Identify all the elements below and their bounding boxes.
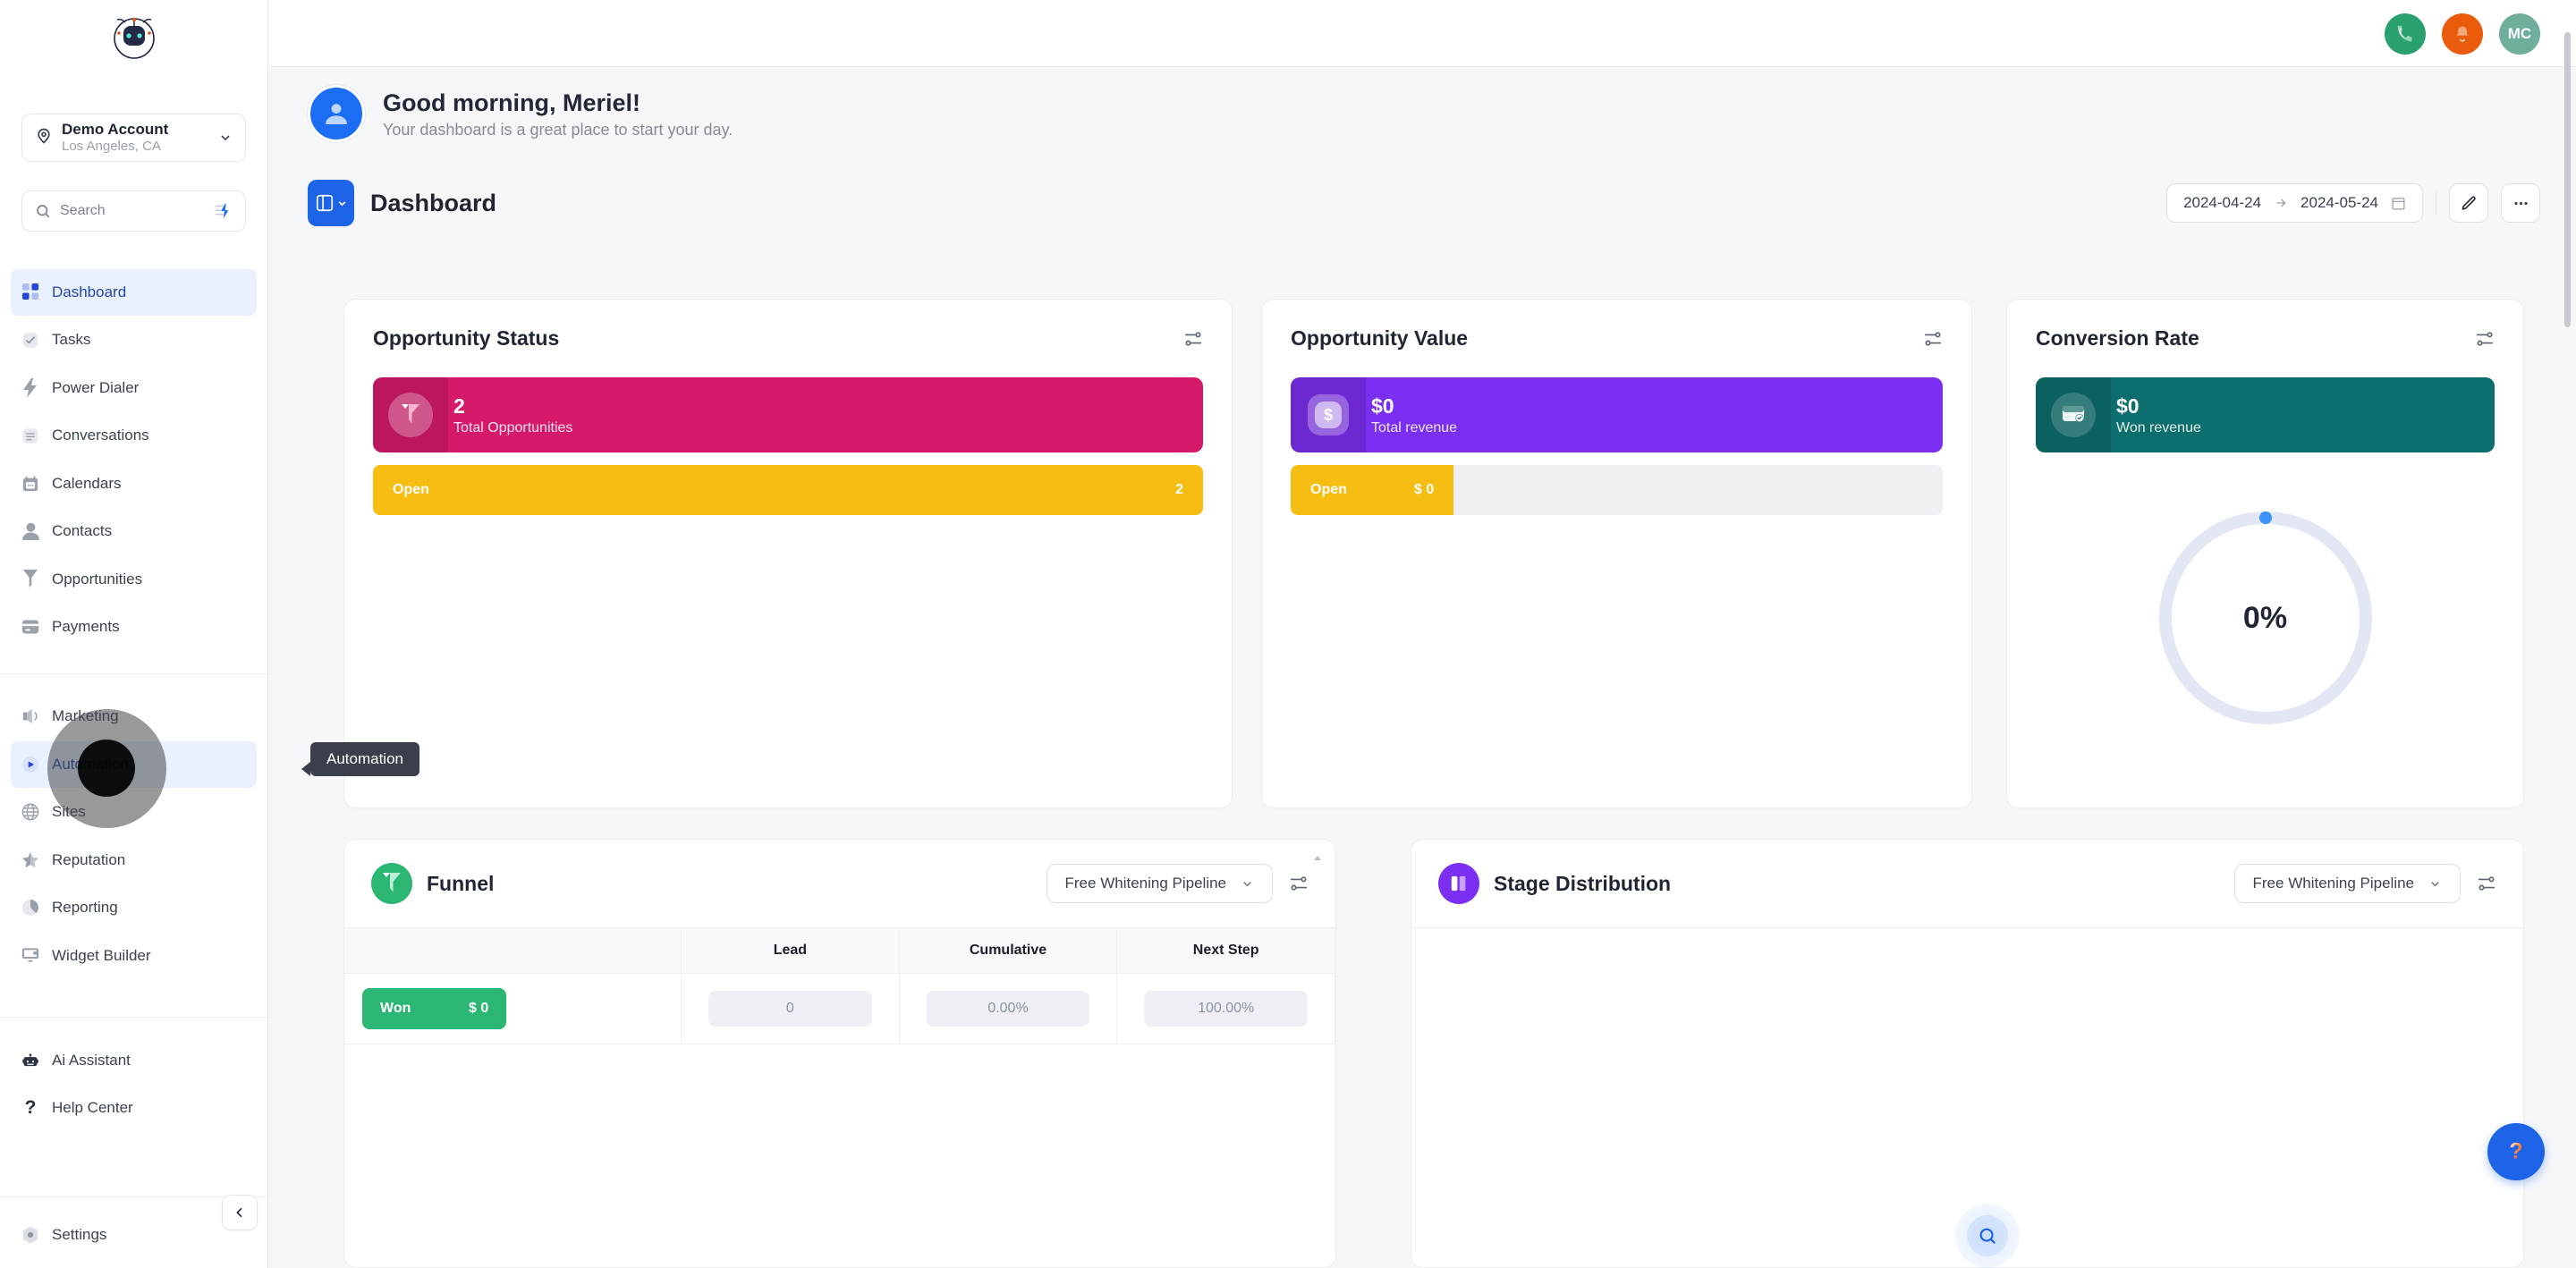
svg-text:?: ? — [2509, 1139, 2522, 1164]
